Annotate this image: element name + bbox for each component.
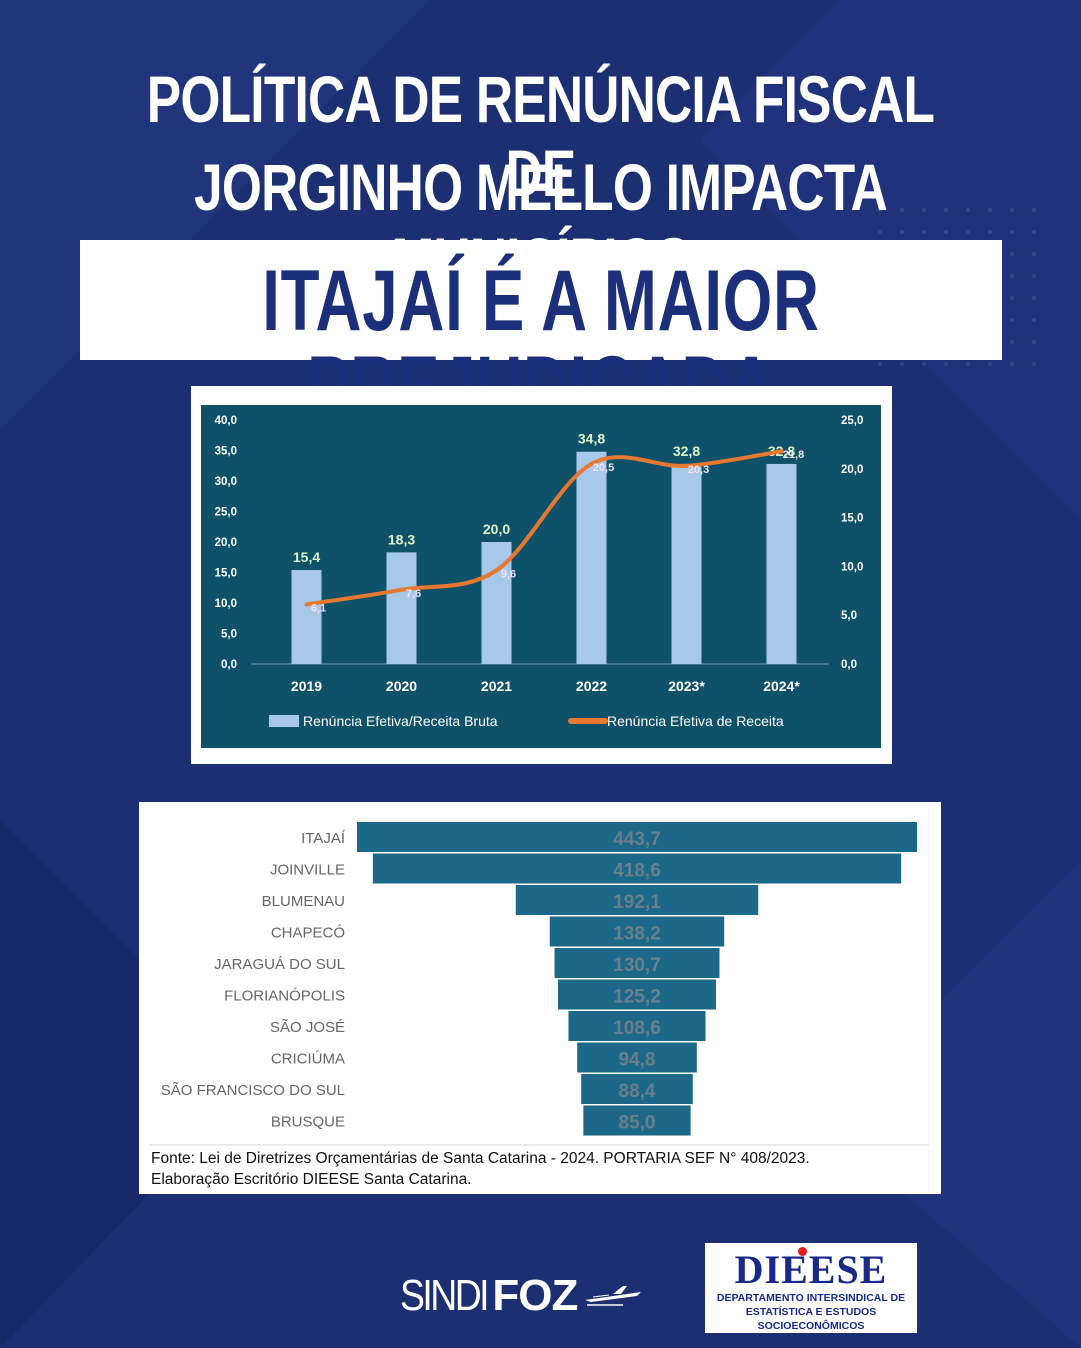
y-right-tick-label: 20,0 [841, 464, 863, 476]
y-right-tick-label: 5,0 [841, 610, 857, 622]
bar [576, 451, 607, 664]
dieese-logo-line-1: DEPARTAMENTO INTERSINDICAL DE [716, 1292, 906, 1304]
bar-data-label: 20,0 [483, 521, 510, 537]
funnel-bar [577, 1042, 697, 1073]
category-label: FLORIANÓPOLIS [224, 988, 345, 1005]
line-data-label: 20,5 [593, 462, 614, 474]
funnel-data-label: 88,4 [619, 1081, 656, 1102]
x-tick-label: 2019 [291, 678, 322, 694]
funnel-bar [515, 885, 759, 915]
y-left-tick-label: 5,0 [221, 629, 237, 641]
line-point [779, 449, 784, 454]
x-tick-label: 2022 [576, 678, 607, 694]
funnel-data-label: 443,7 [613, 829, 661, 850]
y-left-tick-label: 40,0 [215, 415, 237, 427]
y-right-tick-label: 25,0 [841, 415, 863, 427]
line-point [304, 602, 309, 607]
funnel-bar [554, 948, 720, 978]
line-data-label: 20,3 [688, 464, 709, 476]
line-point [494, 568, 499, 573]
airplane-icon [585, 1286, 642, 1306]
combo-chart: 0,0 5,0 10,0 15,0 20,0 25,0 30,0 35,0 40,0 0,0 5,0… [201, 405, 881, 748]
y-right-tick-label: 15,0 [841, 513, 863, 525]
subtitle-box: ITAJAÍ É A MAIOR PREJUDICADA [80, 240, 1002, 430]
bar-data-label: 18,3 [388, 531, 415, 547]
sindifoz-logo-foz: FOZ [492, 1271, 578, 1320]
line-data-label: 9,6 [501, 568, 516, 580]
funnel-data-label: 108,6 [613, 1018, 661, 1039]
line-data-label: 6,1 [311, 602, 326, 614]
line-data-label: 7,6 [406, 588, 421, 600]
line-data-label: 21,8 [783, 449, 804, 461]
y-left-tick-label: 0,0 [221, 659, 237, 671]
source-note: Fonte: Lei de Diretrizes Orçamentárias d… [151, 1148, 941, 1190]
sindifoz-logo-sindi: SINDI [400, 1271, 490, 1320]
funnel-chart-frame: ITAJAÍ 443,7 JOINVILLE 418,6 BLUMENAU 192,1 CH… [139, 802, 941, 1194]
bar-data-label: 34,8 [578, 431, 605, 447]
category-label: JOINVILLE [270, 862, 345, 879]
funnel-bar [549, 916, 725, 947]
category-label: BRUSQUE [271, 1114, 345, 1131]
y-left-tick-label: 15,0 [215, 568, 237, 580]
legend-bar-swatch [269, 715, 299, 727]
funnel-data-label: 192,1 [613, 892, 661, 913]
category-label: BLUMENAU [262, 893, 345, 910]
bar [291, 570, 322, 664]
bar-data-label: 15,4 [293, 549, 320, 565]
funnel-bar [357, 822, 917, 852]
legend-bar-label: Renúncia Efetiva/Receita Bruta [303, 713, 498, 729]
x-tick-label: 2024* [763, 678, 800, 694]
funnel-data-label: 130,7 [613, 955, 661, 976]
category-label: ITAJAÍ [301, 830, 346, 847]
combo-chart-frame: 0,0 5,0 10,0 15,0 20,0 25,0 30,0 35,0 40,0 0,0 5,0… [191, 386, 892, 764]
funnel-bar [581, 1074, 693, 1104]
line-point [589, 461, 594, 466]
funnel-bar [583, 1105, 691, 1136]
bar-data-label: 32,8 [673, 443, 700, 459]
source-line-2: Elaboração Escritório DIEESE Santa Catar… [151, 1171, 472, 1188]
funnel-data-label: 418,6 [613, 861, 661, 882]
funnel-bar [372, 853, 902, 884]
line-point [399, 587, 404, 592]
funnel-data-label: 85,0 [619, 1113, 656, 1134]
funnel-bar [557, 979, 717, 1010]
funnel-data-label: 138,2 [613, 924, 661, 945]
funnel-chart: ITAJAÍ 443,7 JOINVILLE 418,6 BLUMENAU 192,1 CH… [149, 822, 929, 1146]
y-right-tick-label: 0,0 [841, 659, 857, 671]
y-left-tick-label: 20,0 [215, 537, 237, 549]
category-label: SÃO FRANCISCO DO SUL [161, 1082, 345, 1099]
x-tick-label: 2023* [668, 678, 705, 694]
series-line [304, 449, 784, 607]
headline-line-1: POLÍTICA DE RENÚNCIA FISCAL DE [146, 62, 935, 210]
y-right-tick-label: 10,0 [841, 561, 863, 573]
x-tick-label: 2021 [481, 678, 512, 694]
funnel-data-label: 94,8 [619, 1050, 656, 1071]
y-left-tick-label: 35,0 [215, 446, 237, 458]
y-left-tick-label: 30,0 [215, 476, 237, 488]
category-label: SÃO JOSÉ [270, 1019, 345, 1036]
funnel-bar [568, 1011, 706, 1041]
legend-line-label: Renúncia Efetiva de Receita [607, 713, 784, 729]
x-tick-label: 2020 [386, 678, 417, 694]
dieese-logo-name: DIEESE [734, 1247, 888, 1292]
category-label: CHAPECÓ [271, 925, 345, 942]
bar [386, 552, 417, 664]
bar [671, 463, 702, 664]
sindifoz-logo: SINDI FOZ [400, 1271, 643, 1321]
category-label: JARAGUÁ DO SUL [214, 956, 345, 973]
source-line-1: Fonte: Lei de Diretrizes Orçamentárias d… [151, 1150, 810, 1167]
dieese-logo-dot [798, 1247, 807, 1256]
bar [766, 463, 797, 664]
dieese-logo: DIEESE DEPARTAMENTO INTERSINDICAL DE EST… [705, 1243, 917, 1333]
y-left-tick-label: 25,0 [215, 507, 237, 519]
line-point [684, 463, 689, 468]
funnel-data-label: 125,2 [613, 987, 661, 1008]
dieese-logo-line-2: ESTATÍSTICA E ESTUDOS SOCIOECONÔMICOS [745, 1306, 877, 1332]
category-label: CRICIÚMA [271, 1051, 345, 1068]
y-left-tick-label: 10,0 [215, 598, 237, 610]
